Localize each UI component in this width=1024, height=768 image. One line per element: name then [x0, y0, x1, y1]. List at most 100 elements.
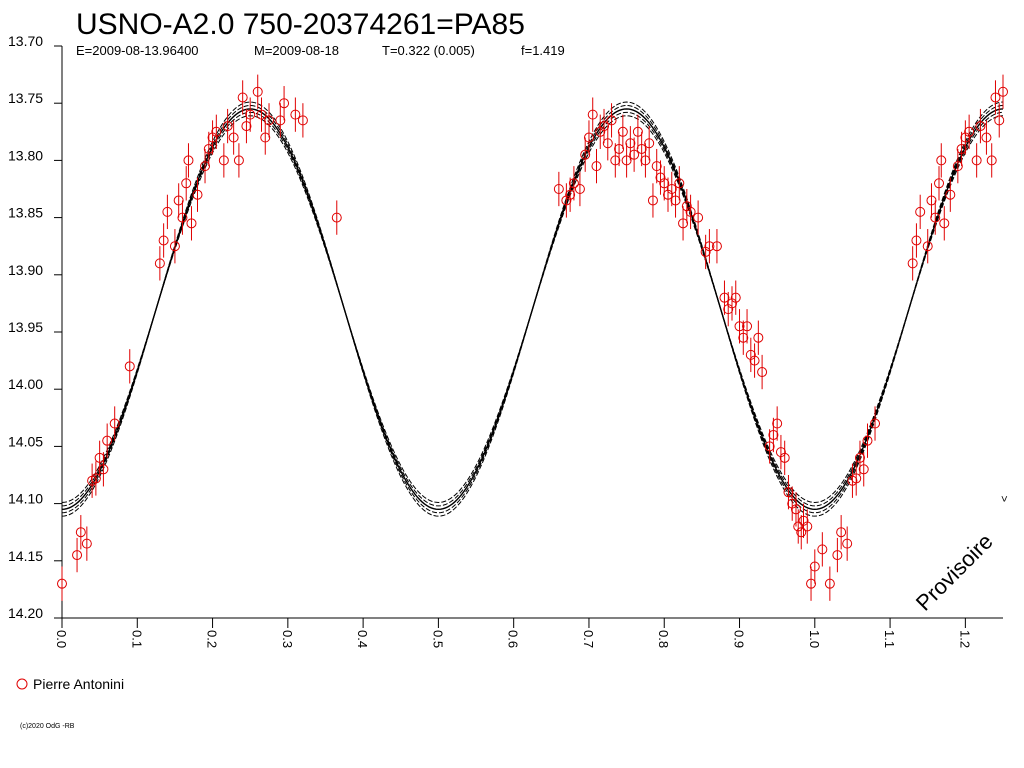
data-point	[678, 218, 689, 229]
x-tick-label: 0.0	[54, 630, 69, 648]
data-point	[753, 332, 764, 343]
data-point	[817, 544, 828, 555]
y-tick-label: 14.10	[8, 491, 43, 507]
data-point	[956, 143, 967, 154]
data-point	[757, 367, 768, 378]
data-point	[907, 258, 918, 269]
data-point	[772, 418, 783, 429]
data-point	[858, 464, 869, 475]
data-point	[787, 498, 798, 509]
data-point	[568, 178, 579, 189]
data-point	[749, 355, 760, 366]
data-point	[670, 195, 681, 206]
data-point	[237, 92, 248, 103]
legend-marker	[16, 678, 28, 690]
data-point	[614, 143, 625, 154]
data-point	[666, 184, 677, 194]
data-point	[939, 218, 950, 229]
data-point	[591, 161, 602, 172]
data-point	[565, 189, 576, 200]
data-point	[211, 126, 222, 137]
data-point	[109, 418, 120, 429]
x-tick-label: 0.1	[129, 630, 144, 648]
data-point	[625, 138, 636, 149]
data-point	[971, 155, 982, 166]
x-tick-label: 0.6	[506, 630, 521, 648]
y-tick-label: 13.70	[8, 33, 43, 49]
x-tick-label: 1.1	[882, 630, 897, 648]
data-point	[651, 161, 662, 172]
fit-curve-band	[61, 101, 1004, 517]
data-point	[606, 115, 617, 126]
data-point	[599, 121, 610, 132]
data-point	[870, 418, 881, 429]
data-point	[798, 515, 809, 526]
y-tick-label: 13.85	[8, 205, 43, 221]
data-point	[102, 435, 113, 446]
data-point	[930, 212, 941, 223]
data-point	[936, 155, 947, 166]
data-point	[279, 98, 290, 109]
data-point	[981, 132, 992, 143]
data-point	[809, 561, 820, 572]
data-point	[711, 241, 722, 252]
data-point	[647, 195, 658, 206]
data-point	[674, 178, 685, 189]
data-point	[700, 246, 711, 257]
data-point	[617, 126, 628, 137]
data-point	[94, 452, 105, 463]
data-point	[704, 241, 715, 252]
data-point	[245, 109, 256, 120]
data-point	[832, 550, 843, 561]
y-tick-label: 14.00	[8, 376, 43, 392]
data-point	[796, 527, 807, 538]
data-point	[655, 172, 666, 183]
data-point	[934, 178, 945, 189]
data-point	[610, 155, 621, 166]
data-point	[264, 115, 275, 126]
data-point	[836, 527, 847, 538]
data-point	[574, 184, 585, 194]
x-tick-label: 0.3	[280, 630, 295, 648]
data-point	[851, 473, 862, 484]
data-point	[162, 206, 173, 217]
data-point	[806, 578, 817, 589]
data-point	[181, 178, 192, 189]
data-point	[945, 189, 956, 200]
data-point	[824, 578, 835, 589]
data-point	[169, 241, 180, 252]
edge-mark: <	[999, 496, 1011, 502]
data-point	[98, 464, 109, 475]
x-tick-label: 1.0	[807, 630, 822, 648]
data-point	[915, 206, 926, 217]
data-point	[553, 184, 564, 194]
data-point	[726, 298, 737, 309]
x-tick-label: 0.7	[581, 630, 596, 648]
data-point	[922, 241, 933, 252]
data-point	[842, 538, 853, 549]
x-tick-label: 0.4	[355, 630, 370, 648]
data-point	[331, 212, 342, 223]
data-point	[192, 189, 203, 200]
x-tick-label: 0.5	[430, 630, 445, 648]
data-point	[998, 86, 1008, 97]
data-point	[602, 138, 613, 149]
y-tick-label: 13.95	[8, 319, 43, 335]
data-point	[779, 452, 790, 463]
data-point	[663, 189, 674, 200]
data-point	[124, 361, 135, 372]
y-tick-label: 13.80	[8, 147, 43, 163]
data-point	[81, 538, 92, 549]
data-point	[186, 218, 197, 229]
data-point	[723, 304, 734, 315]
subtitle-period: T=0.322 (0.005)	[382, 43, 475, 58]
subtitle-minimum: M=2009-08-18	[254, 43, 339, 58]
x-tick-label: 0.9	[732, 630, 747, 648]
data-point	[730, 292, 741, 303]
data-point	[203, 143, 214, 154]
x-tick-label: 0.8	[656, 630, 671, 648]
data-point	[636, 143, 647, 154]
chart-title: USNO-A2.0 750-20374261=PA85	[76, 8, 525, 41]
x-axis: 0.0 0.1 0.2 0.3 0.4 0.5 0.6 0.7 0.8 0.9 1.0 1.1 1.2	[54, 617, 1003, 648]
